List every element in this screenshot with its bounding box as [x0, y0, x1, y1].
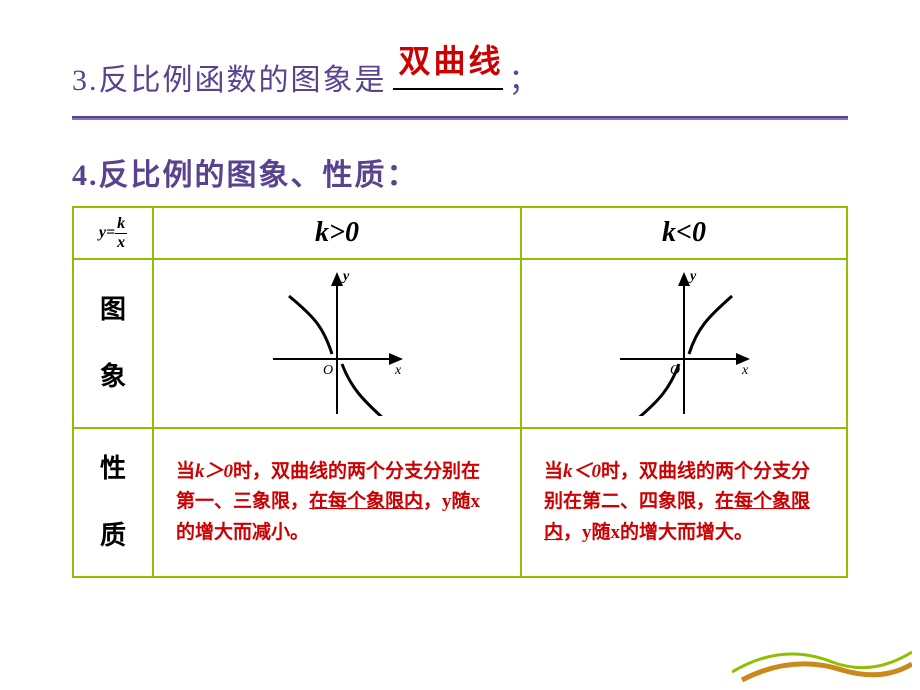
- graph-kpos: x y O: [153, 259, 521, 428]
- svg-text:x: x: [394, 363, 402, 378]
- separator-line: [72, 116, 848, 120]
- heading-3: 3.反比例函数的图象是 双曲线 ；: [72, 60, 848, 102]
- header-row: y=kx k>0 k<0: [73, 207, 847, 259]
- formula-den: x: [115, 234, 127, 252]
- formula-lhs: y=: [99, 224, 115, 241]
- graph-row: 图 象 x y O: [73, 259, 847, 428]
- heading-4: 4.反比例的图象、性质：: [72, 150, 848, 194]
- hyperbola-neg-icon: x y O: [614, 266, 754, 416]
- fill-answer: 双曲线: [399, 39, 504, 84]
- properties-table: y=kx k>0 k<0 图 象 x y O: [72, 206, 848, 578]
- row-label-prop: 性 质: [73, 428, 153, 577]
- row-label-graph-bot: 象: [100, 362, 126, 391]
- col-header-kpos: k>0: [153, 207, 521, 259]
- heading3-suffix: ；: [509, 60, 541, 102]
- svg-text:O: O: [323, 363, 333, 378]
- hyperbola-pos-icon: x y O: [267, 266, 407, 416]
- formula-num: k: [115, 215, 127, 234]
- formula-cell: y=kx: [73, 207, 153, 259]
- svg-text:y: y: [341, 269, 350, 284]
- row-label-graph-top: 图: [100, 295, 126, 324]
- graph-kneg: x y O: [521, 259, 847, 428]
- svg-text:y: y: [688, 269, 697, 284]
- row-label-prop-bot: 质: [100, 521, 126, 550]
- row-label-graph: 图 象: [73, 259, 153, 428]
- col-header-kneg: k<0: [521, 207, 847, 259]
- svg-text:x: x: [741, 363, 749, 378]
- row-label-prop-top: 性: [100, 454, 126, 483]
- property-row: 性 质 当k＞0时，双曲线的两个分支分别在第一、三象限，在每个象限内，y随x的增…: [73, 428, 847, 577]
- corner-decoration-icon: [732, 612, 912, 682]
- fill-blank: 双曲线: [393, 62, 503, 90]
- prop-kneg: 当k＜0时，双曲线的两个分支分别在第二、四象限，在每个象限内，y随x的增大而增大…: [521, 428, 847, 577]
- prop-kpos: 当k＞0时，双曲线的两个分支分别在第一、三象限，在每个象限内，y随x的增大而减小…: [153, 428, 521, 577]
- heading3-prefix: 3.反比例函数的图象是: [72, 60, 387, 102]
